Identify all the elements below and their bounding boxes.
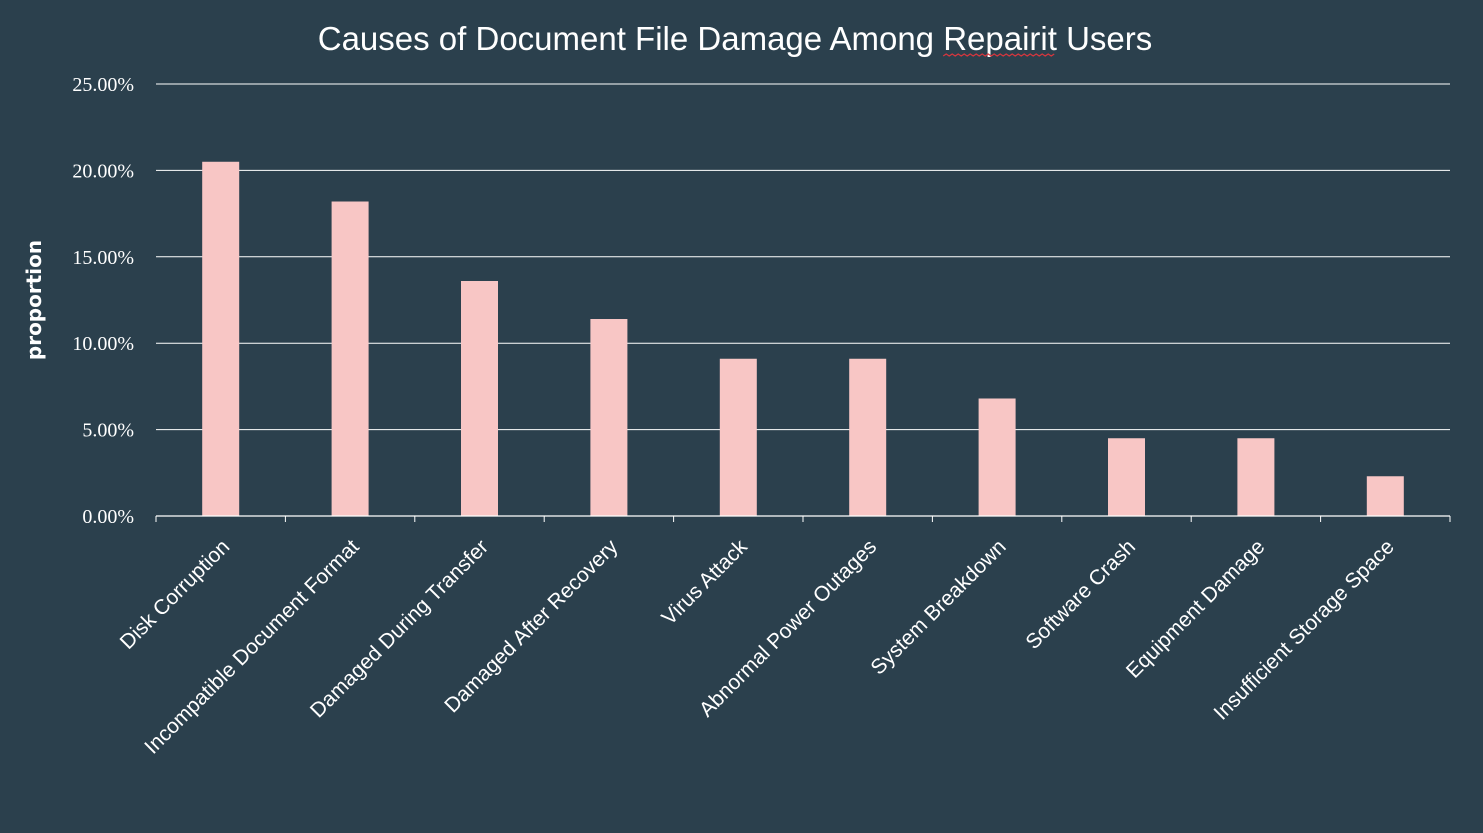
y-tick-label: 0.00% bbox=[82, 506, 134, 528]
chart-title: Causes of Document File Damage Among Rep… bbox=[318, 20, 1153, 57]
x-tick-label: System Breakdown bbox=[866, 535, 1010, 679]
y-tick-label: 20.00% bbox=[72, 160, 134, 182]
x-tick-label: Incompatible Document Format bbox=[140, 535, 364, 759]
bar bbox=[849, 358, 887, 516]
x-tick-label: Disk Corruption bbox=[116, 535, 235, 654]
y-tick-label: 5.00% bbox=[82, 420, 134, 442]
bar bbox=[1366, 476, 1404, 516]
y-tick-label: 25.00% bbox=[72, 74, 134, 96]
bar bbox=[331, 201, 369, 516]
bar bbox=[202, 161, 240, 516]
y-tick-label: 15.00% bbox=[72, 247, 134, 269]
bars bbox=[202, 161, 1404, 516]
x-tick-label: Equipment Damage bbox=[1122, 535, 1270, 683]
y-axis-label: proportion bbox=[22, 240, 46, 360]
y-axis-tick-labels: 0.00% 5.00% 10.00% 15.00% 20.00% 25.00% bbox=[72, 74, 134, 528]
x-tick-label: Virus Attack bbox=[657, 535, 752, 630]
y-tick-label: 10.00% bbox=[72, 333, 134, 355]
spellcheck-underline bbox=[942, 53, 1055, 57]
bar bbox=[719, 358, 757, 516]
x-axis bbox=[155, 515, 1451, 522]
bar bbox=[590, 319, 628, 516]
bar bbox=[1237, 438, 1275, 516]
x-tick-label: Software Crash bbox=[1021, 535, 1140, 654]
gridlines bbox=[156, 83, 1450, 431]
bar bbox=[461, 280, 498, 516]
bar bbox=[978, 398, 1016, 516]
bar bbox=[1108, 438, 1145, 516]
